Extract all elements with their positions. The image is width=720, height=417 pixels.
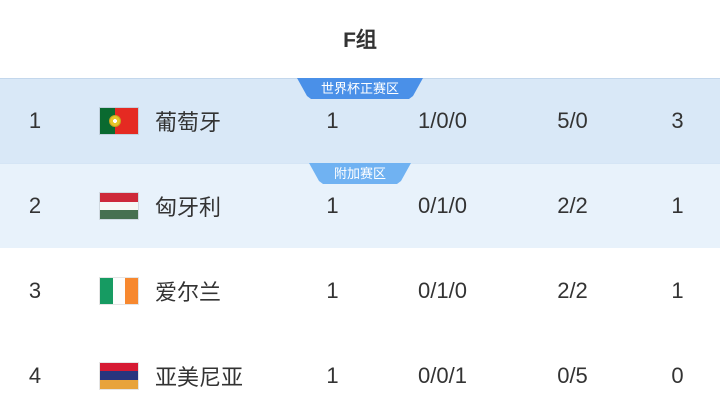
table-row[interactable]: 4 亚美尼亚 1 0/0/1 0/5 0 bbox=[0, 333, 720, 417]
win-draw-loss-cell: 0/1/0 bbox=[418, 277, 467, 303]
group-title: F组 bbox=[0, 0, 720, 78]
win-draw-loss-cell: 0/1/0 bbox=[418, 193, 467, 218]
win-draw-loss-cell: 1/0/0 bbox=[418, 108, 467, 133]
rank-cell: 1 bbox=[28, 108, 42, 133]
rank-cell: 3 bbox=[28, 277, 42, 303]
table-row[interactable]: 附加赛区 2 匈牙利 1 0/1/0 2/2 1 bbox=[0, 163, 720, 248]
played-cell: 1 bbox=[326, 108, 339, 133]
played-cell: 1 bbox=[326, 193, 339, 218]
hungary-flag-icon bbox=[100, 193, 138, 219]
team-name: 葡萄牙 bbox=[155, 110, 222, 135]
goals-cell: 2/2 bbox=[557, 277, 588, 303]
playoff-zone-badge: 附加赛区 bbox=[309, 163, 411, 184]
armenia-flag-icon bbox=[100, 362, 138, 389]
world-cup-zone-badge: 世界杯正赛区 bbox=[297, 78, 423, 99]
points-cell: 1 bbox=[671, 277, 684, 303]
points-cell: 3 bbox=[671, 108, 684, 133]
rank-cell: 2 bbox=[28, 193, 42, 218]
played-cell: 1 bbox=[326, 277, 339, 303]
flag-cell bbox=[70, 108, 145, 134]
team-name: 匈牙利 bbox=[155, 195, 222, 220]
flag-cell bbox=[70, 193, 145, 219]
table-row[interactable]: 世界杯正赛区 1 葡萄牙 1 1/0/0 5/0 3 bbox=[0, 78, 720, 163]
rank-cell: 4 bbox=[28, 362, 42, 388]
team-name: 亚美尼亚 bbox=[155, 364, 244, 390]
ireland-flag-icon bbox=[100, 277, 138, 304]
team-name: 爱尔兰 bbox=[155, 279, 222, 305]
goals-cell: 5/0 bbox=[557, 108, 588, 133]
goals-cell: 0/5 bbox=[557, 362, 588, 388]
win-draw-loss-cell: 0/0/1 bbox=[418, 362, 467, 388]
portugal-flag-icon bbox=[100, 108, 138, 134]
table-row[interactable]: 3 爱尔兰 1 0/1/0 2/2 1 bbox=[0, 248, 720, 333]
points-cell: 0 bbox=[671, 362, 684, 388]
goals-cell: 2/2 bbox=[557, 193, 588, 218]
played-cell: 1 bbox=[326, 362, 339, 388]
flag-cell bbox=[70, 362, 145, 389]
flag-cell bbox=[70, 277, 145, 304]
points-cell: 1 bbox=[671, 193, 684, 218]
